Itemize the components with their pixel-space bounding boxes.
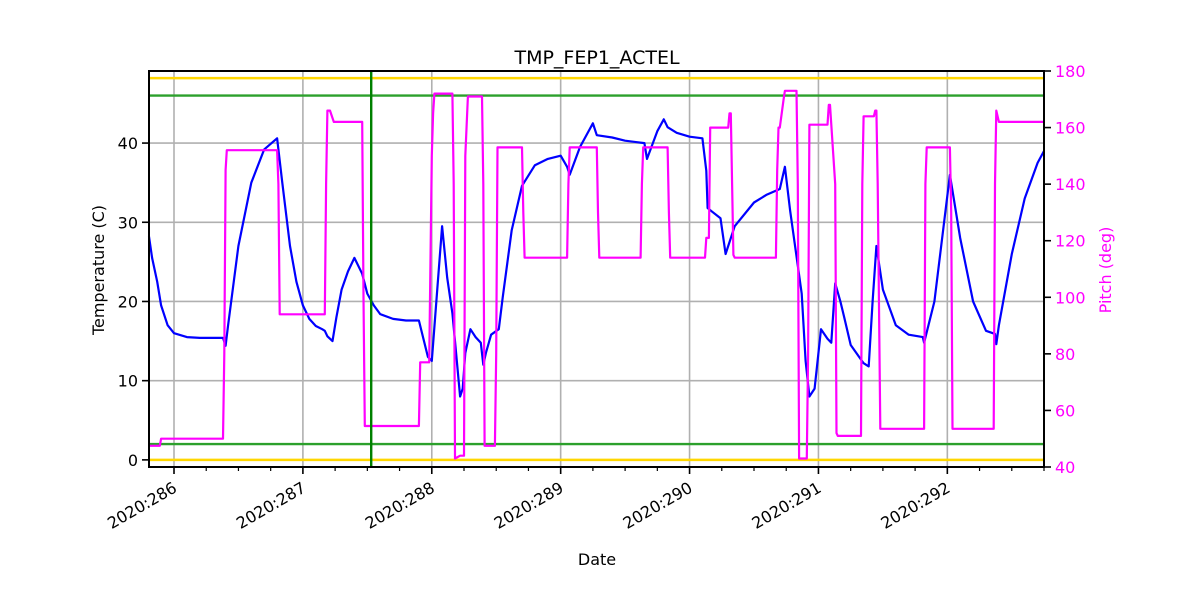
plot-frame [148, 70, 1045, 468]
y-axis-label-left: Temperature (C) [89, 205, 108, 336]
y-tick-label: 20 [118, 292, 138, 311]
pitch-line [149, 89, 1044, 460]
y2-tick-label: 120 [1055, 232, 1086, 251]
limit-lines [149, 76, 1044, 462]
data-series [147, 89, 1045, 460]
y2-tick-label: 60 [1055, 401, 1075, 420]
y2-tick-label: 160 [1055, 119, 1086, 138]
x-axis-label: Date [578, 550, 616, 569]
y2-tick-label: 100 [1055, 288, 1086, 307]
y-tick-label: 0 [128, 451, 138, 470]
y2-tick-label: 80 [1055, 345, 1075, 364]
y2-tick-label: 180 [1055, 62, 1086, 81]
y-tick-label: 10 [118, 372, 138, 391]
y-axis-label-right: Pitch (deg) [1096, 227, 1115, 314]
y-tick-label: 30 [118, 213, 138, 232]
chart-title: TMP_FEP1_ACTEL [513, 47, 679, 69]
y2-tick-label: 140 [1055, 175, 1086, 194]
y-tick-label: 40 [118, 134, 138, 153]
y2-tick-label: 40 [1055, 458, 1075, 477]
